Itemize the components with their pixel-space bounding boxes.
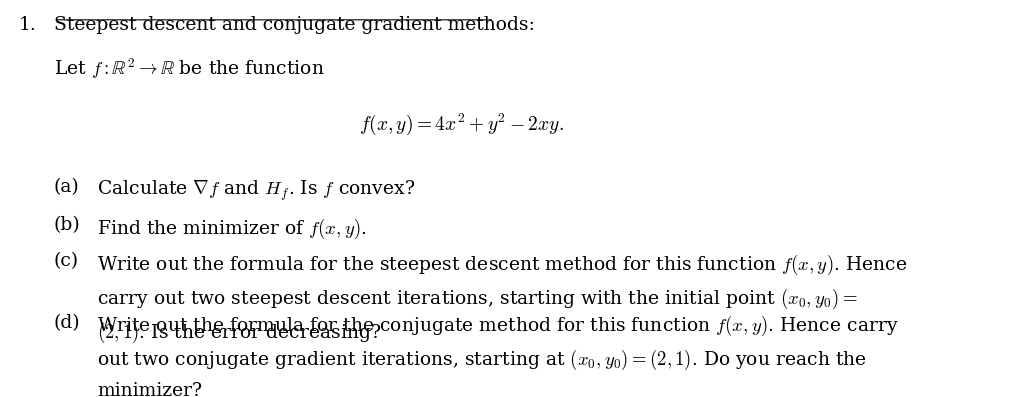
- Text: 1.: 1.: [18, 16, 36, 34]
- Text: $(2, 1)$. Is the error decreasing?: $(2, 1)$. Is the error decreasing?: [97, 321, 381, 345]
- Text: carry out two steepest descent iterations, starting with the initial point $(x_0: carry out two steepest descent iteration…: [97, 287, 857, 311]
- Text: out two conjugate gradient iterations, starting at $(x_0, y_0) = (2, 1)$. Do you: out two conjugate gradient iterations, s…: [97, 348, 866, 372]
- Text: (c): (c): [53, 252, 79, 270]
- Text: Find the minimizer of $f(x, y)$.: Find the minimizer of $f(x, y)$.: [97, 216, 367, 241]
- Text: minimizer?: minimizer?: [97, 382, 202, 397]
- Text: (b): (b): [53, 216, 80, 234]
- Text: Write out the formula for the conjugate method for this function $f(x, y)$. Henc: Write out the formula for the conjugate …: [97, 314, 899, 338]
- Text: (a): (a): [53, 179, 79, 197]
- Text: Calculate $\nabla f$ and $H_f$. Is $f$ convex?: Calculate $\nabla f$ and $H_f$. Is $f$ c…: [97, 179, 416, 203]
- Text: Let $f : \mathbb{R}^2 \rightarrow \mathbb{R}$ be the function: Let $f : \mathbb{R}^2 \rightarrow \mathb…: [53, 56, 325, 81]
- Text: Write out the formula for the steepest descent method for this function $f(x, y): Write out the formula for the steepest d…: [97, 252, 907, 277]
- Text: (d): (d): [53, 314, 80, 332]
- Text: Steepest descent and conjugate gradient methods:: Steepest descent and conjugate gradient …: [53, 16, 535, 34]
- Text: $f(x, y) = 4x^2 + y^2 - 2xy.$: $f(x, y) = 4x^2 + y^2 - 2xy.$: [359, 112, 564, 137]
